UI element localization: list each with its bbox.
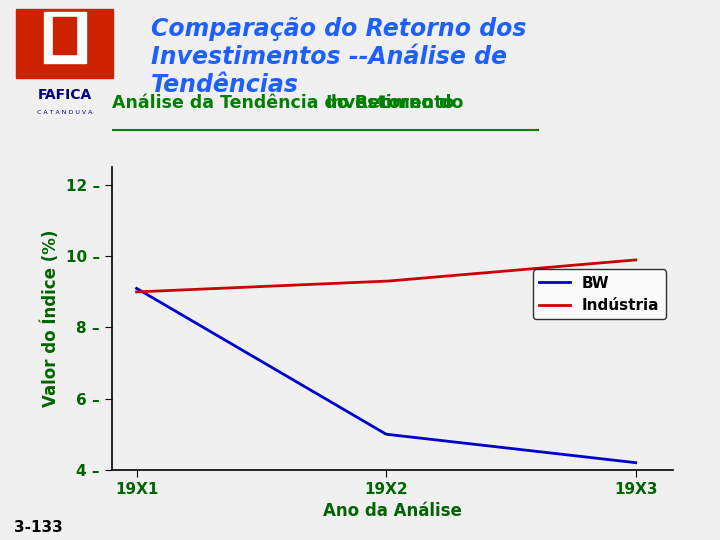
Legend: BW, Indústria: BW, Indústria (533, 269, 665, 319)
Text: Investimento: Investimento (325, 94, 454, 112)
Bar (44, 12, 86, 64)
Text: 3-133: 3-133 (14, 520, 63, 535)
Text: FAFICA: FAFICA (37, 88, 92, 102)
Text: C A T A N D U V A: C A T A N D U V A (37, 110, 92, 114)
Bar (53, 17, 76, 54)
Text: Análise da Tendência do Retorno do: Análise da Tendência do Retorno do (112, 94, 463, 112)
Y-axis label: Valor do Índice (%): Valor do Índice (%) (42, 230, 60, 407)
Bar (17, 9, 113, 78)
X-axis label: Ano da Análise: Ano da Análise (323, 502, 462, 520)
Text: Comparação do Retorno dos
Investimentos --Análise de
Tendências: Comparação do Retorno dos Investimentos … (151, 17, 527, 97)
